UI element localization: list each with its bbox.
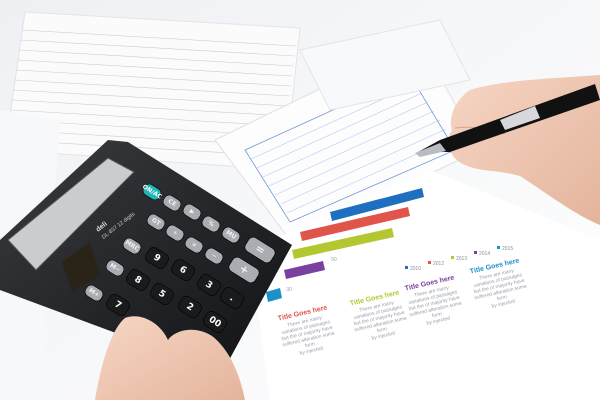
- axis-value-50: 50: [331, 257, 337, 263]
- key-label: 5: [156, 289, 167, 301]
- legend-swatch: [474, 251, 477, 254]
- calculator-key[interactable]: .: [218, 285, 245, 310]
- calculator-key[interactable]: 8: [124, 267, 151, 292]
- invoice-rule-line: [262, 101, 429, 178]
- legend-swatch: [497, 246, 500, 249]
- calculator-key[interactable]: ÷: [164, 223, 186, 243]
- calculator-key[interactable]: MRC: [121, 236, 143, 256]
- key-label: CE: [167, 198, 178, 208]
- legend-swatch: [428, 261, 431, 264]
- key-label: 9: [151, 253, 162, 265]
- solar-panel: [62, 242, 100, 292]
- legend-label: 2013: [456, 256, 467, 262]
- calculator-key[interactable]: CE: [161, 193, 183, 213]
- legend-swatch: [451, 256, 454, 259]
- key-label: 2: [184, 302, 195, 314]
- calculator-key[interactable]: 00: [201, 309, 228, 334]
- key-label: 6: [177, 265, 188, 277]
- calculator: deli DL-837 12 digits ON/ACCE▶%MU=GT÷×−+…: [0, 140, 292, 368]
- key-label: .: [228, 293, 236, 303]
- bar-2010: [330, 188, 424, 221]
- key-label: 8: [132, 275, 143, 287]
- calculator-key[interactable]: 5: [148, 281, 175, 306]
- calculator-display: [7, 157, 135, 271]
- legend-swatch: [405, 266, 408, 269]
- key-label: 7: [112, 300, 123, 312]
- key-label: ×: [190, 241, 198, 250]
- column-body-line: form: [304, 341, 315, 349]
- legend-label: 2015: [502, 246, 513, 252]
- bar-2015-partial: [266, 288, 282, 302]
- sheet-rule-line: [21, 29, 297, 47]
- calculator-key[interactable]: MU: [220, 225, 242, 245]
- calculator-key[interactable]: 2: [176, 294, 203, 319]
- axis-value-30: 30: [286, 287, 292, 293]
- key-label: 3: [203, 280, 214, 292]
- invoice-rule-line: [280, 128, 447, 205]
- sheet-rule-line: [19, 49, 294, 67]
- column-body-line: by injected: [426, 315, 451, 326]
- calculator-key[interactable]: ×: [183, 235, 205, 255]
- legend-label: 2012: [433, 261, 444, 267]
- column-body-line: by injected: [299, 345, 324, 356]
- key-label: MU: [225, 229, 238, 241]
- calculator-key[interactable]: 7: [104, 292, 131, 317]
- sheet-rule-line: [10, 109, 287, 127]
- calculator-key[interactable]: M−: [104, 258, 126, 278]
- key-label: −: [210, 252, 218, 261]
- key-label: %: [207, 219, 216, 228]
- calculator-key[interactable]: 9: [143, 245, 170, 270]
- sheet-rule-line: [13, 89, 289, 107]
- sheet-rule-line: [17, 59, 293, 77]
- column-body-line: form: [431, 311, 442, 319]
- calculator-key[interactable]: 6: [169, 257, 196, 282]
- legend-label: 2014: [479, 251, 490, 257]
- calculator-key[interactable]: ▶: [181, 202, 203, 222]
- key-label: ÷: [171, 229, 179, 238]
- calculator-key[interactable]: GT: [145, 212, 167, 232]
- legend-label: 2010: [410, 266, 421, 272]
- right-hand-with-pen: [415, 75, 600, 225]
- sheet-rule-line: [16, 69, 292, 87]
- calculator-key[interactable]: %: [200, 214, 222, 234]
- chart-legend: 2010 2012 2013 2014 2015: [405, 246, 513, 272]
- bar-2013: [292, 228, 394, 259]
- bar-2014: [284, 261, 325, 279]
- column-body-line: by injected: [371, 330, 396, 341]
- invoice-rule-line: [256, 92, 423, 169]
- left-hand-pressing-keys: [95, 316, 245, 400]
- sheet-rule-line: [14, 79, 291, 97]
- sheet-rule-line: [20, 39, 295, 57]
- calculator-key[interactable]: M+: [83, 283, 105, 303]
- invoice-rule-line: [268, 110, 435, 187]
- calculator-key[interactable]: 3: [195, 272, 222, 297]
- invoice-rule-line: [274, 119, 441, 196]
- bar-2012: [300, 207, 410, 241]
- key-label: ▶: [188, 208, 196, 217]
- report-paper: 50 30 2010 2012 2013 2014 2015 Title Goes he…: [250, 170, 600, 400]
- key-label: GT: [150, 217, 162, 228]
- column-body-line: form: [376, 326, 387, 334]
- key-label: M+: [87, 287, 100, 299]
- sheet-rule-line: [12, 99, 288, 117]
- calculator-key[interactable]: +: [227, 255, 261, 284]
- calculator-key[interactable]: =: [243, 235, 277, 264]
- column-body-line: by injected: [491, 298, 516, 309]
- column-body-line: form: [496, 294, 507, 302]
- calculator-key[interactable]: −: [203, 246, 225, 266]
- key-label: M−: [108, 262, 121, 274]
- invoice-booklet: [214, 19, 481, 241]
